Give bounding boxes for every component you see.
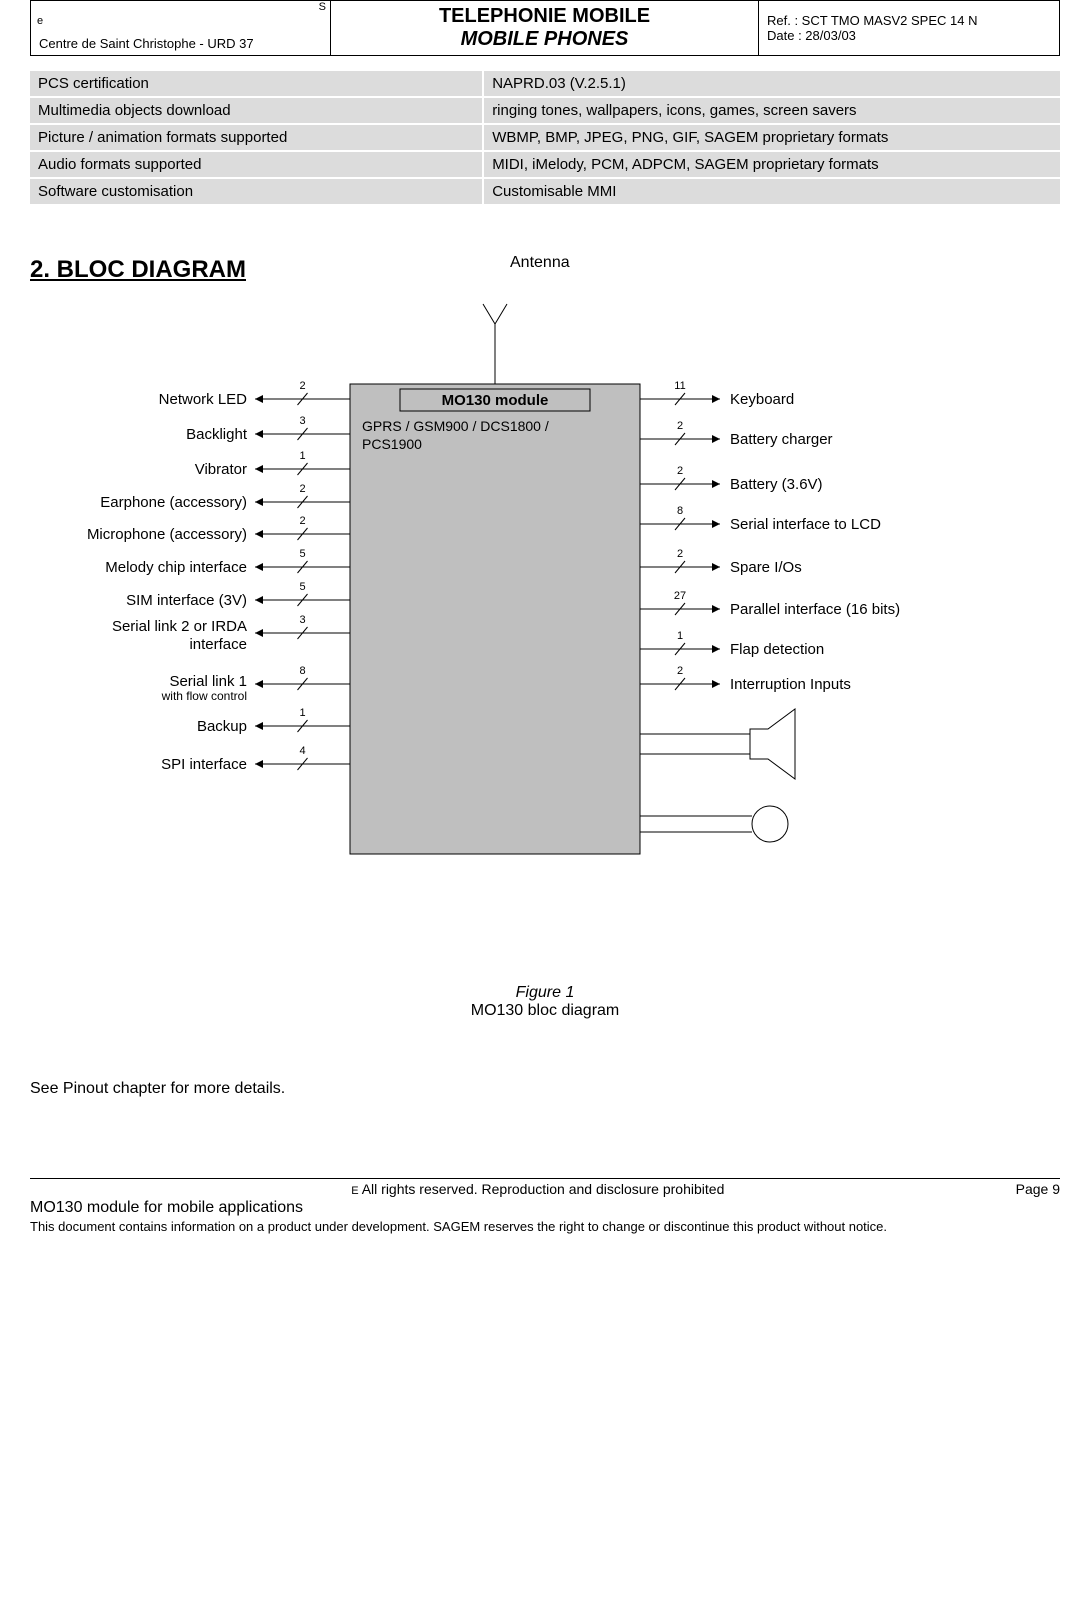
pinout-note: See Pinout chapter for more details. <box>30 1080 1060 1098</box>
svg-text:2: 2 <box>299 515 305 527</box>
spec-key: Software customisation <box>30 178 483 205</box>
footer-spacer <box>30 1181 60 1197</box>
svg-text:GPRS / GSM900 / DCS1800 /: GPRS / GSM900 / DCS1800 / <box>362 418 549 434</box>
svg-text:Serial interface to LCD: Serial interface to LCD <box>730 516 881 533</box>
table-row: Multimedia objects downloadringing tones… <box>30 97 1060 124</box>
svg-text:Serial link 1: Serial link 1 <box>169 673 247 690</box>
svg-text:Backup: Backup <box>197 718 247 735</box>
svg-text:11: 11 <box>674 380 685 392</box>
footer-copyright: E All rights reserved. Reproduction and … <box>60 1181 1016 1197</box>
svg-text:2: 2 <box>299 483 305 495</box>
footer-copy-text: All rights reserved. Reproduction and di… <box>359 1181 725 1197</box>
svg-text:5: 5 <box>299 548 305 560</box>
diagram-svg: MO130 module GPRS / GSM900 / DCS1800 / PCS… <box>30 284 1060 904</box>
table-row: Picture / animation formats supportedWBM… <box>30 124 1060 151</box>
spec-value: NAPRD.03 (V.2.5.1) <box>483 71 1060 97</box>
header-date: Date : 28/03/03 <box>767 28 1051 43</box>
svg-text:4: 4 <box>299 745 305 757</box>
svg-text:3: 3 <box>299 614 305 626</box>
header-ref: Ref. : SCT TMO MASV2 SPEC 14 N <box>767 13 1051 28</box>
header-title-1: TELEPHONIE MOBILE <box>339 5 750 28</box>
svg-text:Interruption Inputs: Interruption Inputs <box>730 676 851 693</box>
figure-text: MO130 bloc diagram <box>471 1002 620 1019</box>
footer-rule <box>30 1178 1060 1179</box>
svg-text:Network LED: Network LED <box>159 391 248 408</box>
svg-text:5: 5 <box>299 581 305 593</box>
svg-text:27: 27 <box>674 590 686 602</box>
svg-text:with flow control: with flow control <box>161 689 247 703</box>
svg-text:Microphone (accessory): Microphone (accessory) <box>87 526 247 543</box>
spec-key: PCS certification <box>30 71 483 97</box>
svg-text:Battery (3.6V): Battery (3.6V) <box>730 476 823 493</box>
spec-value: WBMP, BMP, JPEG, PNG, GIF, SAGEM proprie… <box>483 124 1060 151</box>
footer-page: Page 9 <box>1016 1181 1060 1197</box>
table-row: Audio formats supportedMIDI, iMelody, PC… <box>30 151 1060 178</box>
header-right: Ref. : SCT TMO MASV2 SPEC 14 N Date : 28… <box>759 1 1059 55</box>
svg-text:8: 8 <box>299 665 305 677</box>
header-title-2: MOBILE PHONES <box>339 28 750 51</box>
svg-text:8: 8 <box>677 505 683 517</box>
table-row: Software customisationCustomisable MMI <box>30 178 1060 205</box>
bloc-diagram: Antenna MO130 module GPRS / GSM900 / DCS1… <box>30 254 1060 914</box>
spec-key: Audio formats supported <box>30 151 483 178</box>
footer-doc-title: MO130 module for mobile applications <box>30 1199 1060 1217</box>
header-centre-text: Centre de Saint Christophe - URD 37 <box>39 36 254 51</box>
svg-text:Melody chip interface: Melody chip interface <box>105 559 247 576</box>
svg-text:2: 2 <box>677 665 683 677</box>
svg-text:2: 2 <box>677 465 683 477</box>
header-corner-e: e <box>37 15 43 27</box>
header-center: TELEPHONIE MOBILE MOBILE PHONES <box>331 1 759 55</box>
svg-text:Spare I/Os: Spare I/Os <box>730 559 802 576</box>
svg-text:Parallel interface (16 bits): Parallel interface (16 bits) <box>730 601 900 618</box>
svg-text:interface: interface <box>189 636 247 653</box>
figure-caption: Figure 1 MO130 bloc diagram <box>30 984 1060 1020</box>
figure-number: Figure 1 <box>30 984 1060 1002</box>
svg-text:SIM interface (3V): SIM interface (3V) <box>126 592 247 609</box>
svg-text:MO130 module: MO130 module <box>442 392 549 409</box>
svg-text:Earphone (accessory): Earphone (accessory) <box>100 494 247 511</box>
svg-text:2: 2 <box>299 380 305 392</box>
svg-text:Battery charger: Battery charger <box>730 431 833 448</box>
svg-text:Vibrator: Vibrator <box>195 461 247 478</box>
spec-value: MIDI, iMelody, PCM, ADPCM, SAGEM proprie… <box>483 151 1060 178</box>
spec-value: Customisable MMI <box>483 178 1060 205</box>
svg-text:2: 2 <box>677 548 683 560</box>
svg-text:Keyboard: Keyboard <box>730 391 794 408</box>
footer-line: E All rights reserved. Reproduction and … <box>30 1181 1060 1197</box>
svg-text:Flap detection: Flap detection <box>730 641 824 658</box>
header-left: S e Centre de Saint Christophe - URD 37 <box>31 1 331 55</box>
svg-text:3: 3 <box>299 415 305 427</box>
spec-key: Multimedia objects download <box>30 97 483 124</box>
svg-text:Serial link 2 or IRDA: Serial link 2 or IRDA <box>112 618 247 635</box>
table-row: PCS certificationNAPRD.03 (V.2.5.1) <box>30 71 1060 97</box>
spec-value: ringing tones, wallpapers, icons, games,… <box>483 97 1060 124</box>
doc-header: S e Centre de Saint Christophe - URD 37 … <box>30 0 1060 56</box>
spec-key: Picture / animation formats supported <box>30 124 483 151</box>
svg-text:1: 1 <box>677 630 683 642</box>
footer-copy-prefix: E <box>351 1185 358 1197</box>
svg-text:1: 1 <box>299 707 305 719</box>
spec-table: PCS certificationNAPRD.03 (V.2.5.1)Multi… <box>30 71 1060 206</box>
svg-text:1: 1 <box>299 450 305 462</box>
svg-text:PCS1900: PCS1900 <box>362 436 422 452</box>
svg-text:SPI interface: SPI interface <box>161 756 247 773</box>
svg-text:2: 2 <box>677 420 683 432</box>
header-corner-s: S <box>319 1 326 13</box>
footer-disclaimer: This document contains information on a … <box>30 1219 1060 1234</box>
svg-text:Backlight: Backlight <box>186 426 248 443</box>
antenna-label: Antenna <box>510 254 570 272</box>
